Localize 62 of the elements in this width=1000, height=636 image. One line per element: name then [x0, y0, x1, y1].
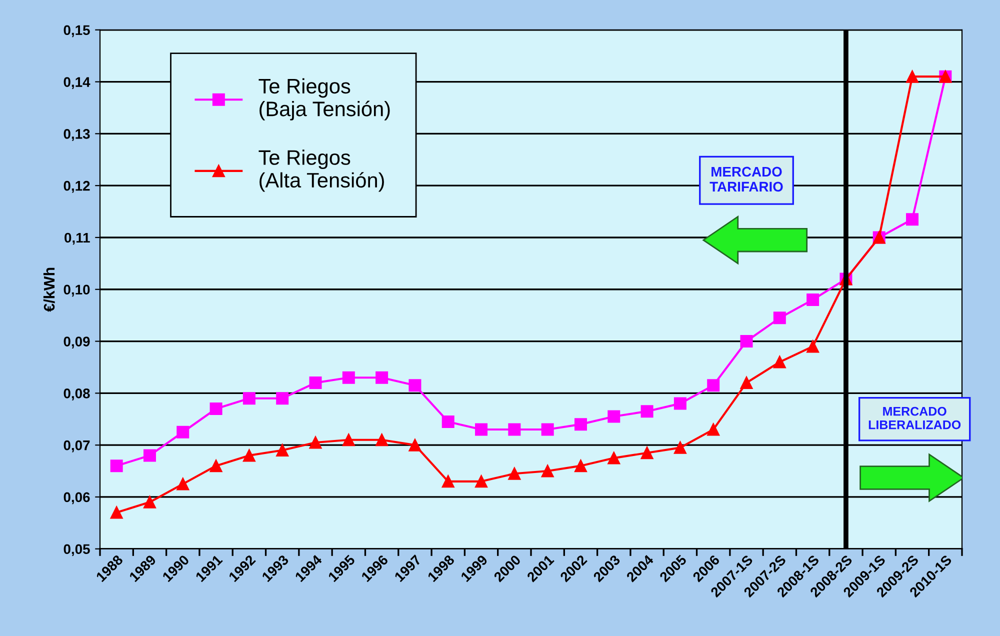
y-tick-label: 0,11	[64, 232, 90, 245]
point	[640, 405, 654, 418]
point	[740, 376, 753, 390]
point	[110, 460, 123, 472]
point	[508, 467, 521, 480]
point	[242, 449, 256, 462]
legend-label: Te Riegos (Baja Tensión)	[258, 78, 390, 120]
point	[176, 426, 190, 438]
point	[475, 423, 488, 436]
y-tick-label: 0,07	[64, 440, 90, 452]
point	[608, 452, 620, 464]
y-tick-label: 0,10	[64, 284, 90, 297]
y-tick-label: 0,05	[64, 544, 90, 556]
y-tick-label: 0,06	[64, 492, 90, 504]
point	[342, 371, 355, 384]
y-tick-label: 0,08	[64, 388, 90, 400]
point	[906, 70, 919, 83]
point	[342, 434, 355, 446]
point	[408, 438, 422, 452]
point	[276, 444, 289, 457]
annotation: MERCADO TARIFARIO	[710, 166, 783, 192]
point	[376, 371, 388, 384]
point	[442, 415, 454, 428]
point	[376, 434, 388, 446]
point	[906, 213, 919, 226]
point	[608, 410, 620, 423]
point	[176, 478, 190, 490]
y-axis-title: €/kWh	[43, 268, 55, 312]
point	[574, 460, 587, 472]
point	[640, 446, 654, 460]
point	[442, 475, 454, 488]
point	[210, 460, 222, 472]
point	[276, 392, 289, 405]
point	[740, 335, 753, 348]
point	[674, 397, 686, 410]
point	[210, 402, 222, 415]
point	[806, 340, 820, 353]
point	[674, 441, 686, 454]
point	[242, 392, 256, 405]
point	[143, 496, 156, 508]
y-tick-label: 0,15	[64, 25, 90, 38]
y-tick-label: 0,14	[64, 77, 90, 89]
point	[143, 449, 156, 462]
point	[309, 436, 322, 449]
legend-label: Te Riegos (Alta Tensión)	[258, 150, 384, 192]
point	[475, 475, 488, 488]
point	[707, 423, 720, 436]
point	[508, 423, 521, 436]
point	[408, 379, 422, 392]
y-tick-label: 0,12	[64, 180, 90, 193]
point	[541, 423, 554, 436]
point	[773, 312, 786, 324]
point	[309, 376, 322, 390]
y-tick-label: 0,13	[64, 129, 90, 141]
point	[110, 506, 123, 519]
point	[574, 418, 587, 431]
point	[541, 464, 554, 478]
point	[806, 294, 820, 306]
y-tick-label: 0,09	[64, 336, 90, 348]
point	[773, 356, 786, 368]
point	[707, 379, 720, 392]
annotation: MERCADO LIBERALIZADO	[868, 406, 961, 430]
